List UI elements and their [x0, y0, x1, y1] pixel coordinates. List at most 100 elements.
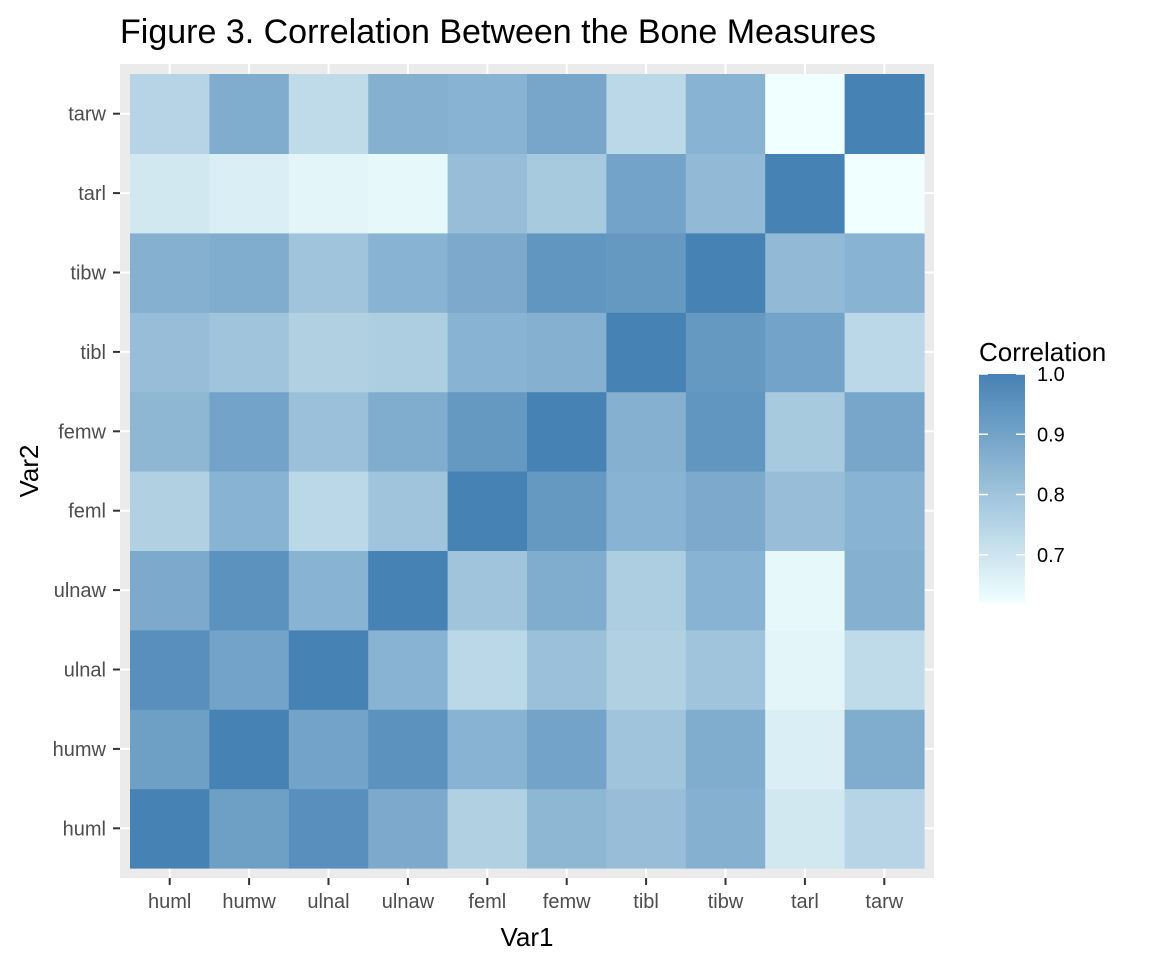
y-tick-label-tarw: tarw	[68, 104, 106, 126]
legend-tick-label: 0.9	[1037, 424, 1065, 446]
x-axis-title: Var1	[501, 922, 554, 952]
heatmap-cell-tibl-huml	[606, 788, 687, 869]
heatmap-cell-feml-tarw	[447, 74, 528, 154]
heatmap-cell-huml-tibl	[130, 312, 210, 393]
heatmap-cell-huml-ulnaw	[130, 550, 210, 631]
heatmap-cell-femw-humw	[527, 709, 607, 790]
heatmap-cell-humw-feml	[209, 471, 290, 551]
heatmap-cell-feml-tibl	[447, 312, 528, 393]
heatmap-cell-ulnal-femw	[288, 391, 369, 472]
x-tick-label-huml: huml	[148, 891, 191, 913]
heatmap-cell-femw-ulnaw	[527, 550, 607, 631]
heatmap-cell-ulnal-tarw	[288, 74, 369, 154]
heatmap-cell-ulnaw-tibl	[368, 312, 449, 393]
heatmap-cell-tibw-ulnaw	[685, 550, 766, 631]
y-tick-label-tibl: tibl	[80, 342, 106, 364]
heatmap-cell-ulnal-ulnaw	[288, 550, 369, 631]
y-axis-ticks: huml humw ulnal ulnaw feml femw tibl tibw tarl ta…	[53, 104, 120, 840]
heatmap-cell-huml-tarw	[130, 74, 210, 154]
heatmap-cell-tarw-tarl	[844, 153, 925, 234]
y-tick-label-feml: feml	[68, 501, 106, 523]
heatmap-cell-femw-ulnal	[527, 629, 607, 710]
x-tick-label-femw: femw	[543, 891, 591, 913]
heatmap-cell-humw-tibw	[209, 232, 290, 313]
heatmap-cell-feml-femw	[447, 391, 528, 472]
heatmap-cell-tarl-humw	[765, 709, 846, 790]
heatmap-cell-huml-huml	[130, 788, 210, 869]
heatmap-cell-tibl-feml	[606, 471, 687, 551]
heatmap-cell-huml-femw	[130, 391, 210, 472]
heatmap-cell-tibl-femw	[606, 391, 687, 472]
heatmap-cell-tarl-tarw	[765, 74, 846, 154]
heatmap-cell-ulnal-huml	[288, 788, 369, 869]
legend: Correlation 0.7 0.8 0.9 1.0	[979, 337, 1106, 603]
legend-tick-label: 0.8	[1037, 485, 1065, 507]
legend-tick-label: 1.0	[1037, 364, 1065, 386]
legend-tick-label: 0.7	[1037, 545, 1065, 567]
heatmap-cell-ulnaw-huml	[368, 788, 449, 869]
heatmap-cell-tarw-tarw	[844, 74, 925, 154]
heatmap-cell-tarw-tibl	[844, 312, 925, 393]
x-tick-label-feml: feml	[468, 891, 506, 913]
heatmap-cell-tarl-tibw	[765, 232, 846, 313]
heatmap-cell-tarw-feml	[844, 471, 925, 551]
heatmap-cell-tarw-huml	[844, 788, 925, 869]
heatmap-cell-tarl-ulnaw	[765, 550, 846, 631]
y-tick-label-humw: humw	[53, 739, 107, 761]
heatmap-cell-huml-tarl	[130, 153, 210, 234]
heatmap-cell-ulnaw-femw	[368, 391, 449, 472]
heatmap-cell-huml-ulnal	[130, 629, 210, 710]
y-tick-label-femw: femw	[58, 421, 106, 443]
heatmap-cell-tibw-huml	[685, 788, 766, 869]
heatmap-cell-femw-tarw	[527, 74, 607, 154]
heatmap-cell-tibl-tarw	[606, 74, 687, 154]
y-axis-title: Var2	[14, 445, 44, 498]
heatmap-cell-ulnal-humw	[288, 709, 369, 790]
heatmap-cell-tibl-humw	[606, 709, 687, 790]
heatmap-cell-tibw-feml	[685, 471, 766, 551]
heatmap-cells	[130, 74, 925, 869]
heatmap-cell-tibw-ulnal	[685, 629, 766, 710]
heatmap-cell-humw-humw	[209, 709, 290, 790]
heatmap-cell-ulnaw-humw	[368, 709, 449, 790]
heatmap-cell-femw-tibl	[527, 312, 607, 393]
x-tick-label-tibw: tibw	[708, 891, 744, 913]
heatmap-cell-tarl-ulnal	[765, 629, 846, 710]
heatmap-cell-tibw-tibl	[685, 312, 766, 393]
heatmap-cell-tarl-huml	[765, 788, 846, 869]
heatmap-cell-tibl-ulnaw	[606, 550, 687, 631]
heatmap-cell-tarw-femw	[844, 391, 925, 472]
heatmap-cell-humw-ulnaw	[209, 550, 290, 631]
heatmap-cell-humw-tarw	[209, 74, 290, 154]
heatmap-cell-tibl-ulnal	[606, 629, 687, 710]
x-tick-label-humw: humw	[222, 891, 276, 913]
heatmap-cell-ulnal-tibl	[288, 312, 369, 393]
heatmap-cell-tibw-tibw	[685, 232, 766, 313]
y-tick-label-tarl: tarl	[78, 183, 106, 205]
x-tick-label-tarw: tarw	[865, 891, 903, 913]
heatmap-cell-tibw-humw	[685, 709, 766, 790]
heatmap-cell-femw-tibw	[527, 232, 607, 313]
heatmap-cell-humw-femw	[209, 391, 290, 472]
chart-title: Figure 3. Correlation Between the Bone M…	[120, 13, 876, 51]
heatmap-cell-ulnal-tarl	[288, 153, 369, 234]
heatmap-cell-tarl-femw	[765, 391, 846, 472]
heatmap-cell-ulnaw-ulnal	[368, 629, 449, 710]
heatmap-cell-huml-humw	[130, 709, 210, 790]
heatmap-cell-femw-tarl	[527, 153, 607, 234]
heatmap-cell-feml-huml	[447, 788, 528, 869]
heatmap-cell-huml-feml	[130, 471, 210, 551]
heatmap-cell-humw-tibl	[209, 312, 290, 393]
y-tick-label-ulnaw: ulnaw	[54, 580, 107, 602]
y-tick-label-tibw: tibw	[70, 263, 106, 285]
heatmap-cell-feml-ulnaw	[447, 550, 528, 631]
y-tick-label-ulnal: ulnal	[64, 660, 106, 682]
legend-colorbar	[979, 374, 1025, 603]
heatmap-cell-ulnaw-tarl	[368, 153, 449, 234]
x-tick-label-ulnaw: ulnaw	[382, 891, 435, 913]
heatmap-cell-tibw-tarw	[685, 74, 766, 154]
heatmap-cell-tibl-tibl	[606, 312, 687, 393]
heatmap-cell-ulnal-ulnal	[288, 629, 369, 710]
heatmap-cell-feml-humw	[447, 709, 528, 790]
